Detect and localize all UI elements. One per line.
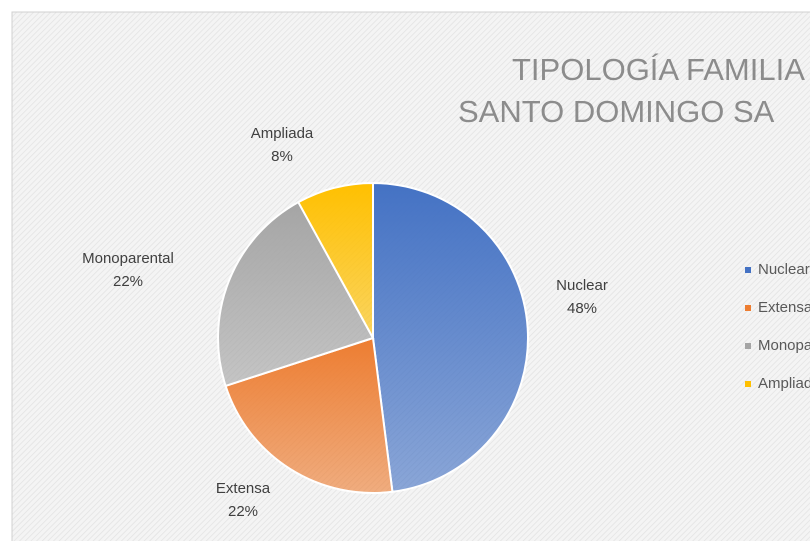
legend-swatch (745, 343, 751, 349)
legend-swatch (745, 305, 751, 311)
data-label-value: 8% (271, 148, 293, 165)
data-label-name: Extensa (216, 480, 271, 497)
legend-label: Ampliada (758, 375, 810, 392)
legend-label: Extensa (758, 299, 810, 316)
data-label-name: Monoparental (82, 250, 174, 267)
data-label-value: 22% (228, 503, 258, 520)
legend-swatch (745, 381, 751, 387)
chart-title: SANTO DOMINGO SA (458, 94, 775, 129)
pie-slice (296, 181, 374, 339)
legend-swatch (745, 267, 751, 273)
pie-slice (217, 200, 375, 388)
pie-slice (224, 336, 394, 494)
data-labels: Nuclear 48% Extensa 22% Monoparental 22% Ampli… (82, 125, 608, 520)
legend: Nuclear Extensa Monoparental Ampliada (745, 261, 810, 392)
data-label-value: 22% (113, 273, 143, 290)
title-group: TIPOLOGÍA FAMILIA SANTO DOMINGO SA (458, 52, 805, 129)
pie (217, 181, 530, 494)
data-label-value: 48% (567, 300, 597, 317)
data-label-name: Nuclear (556, 277, 608, 294)
legend-label: Monoparental (758, 337, 810, 354)
data-label-name: Ampliada (251, 125, 314, 142)
chart-title: TIPOLOGÍA FAMILIA (512, 52, 805, 87)
legend-label: Nuclear (758, 261, 810, 278)
pie-slice (372, 181, 530, 493)
